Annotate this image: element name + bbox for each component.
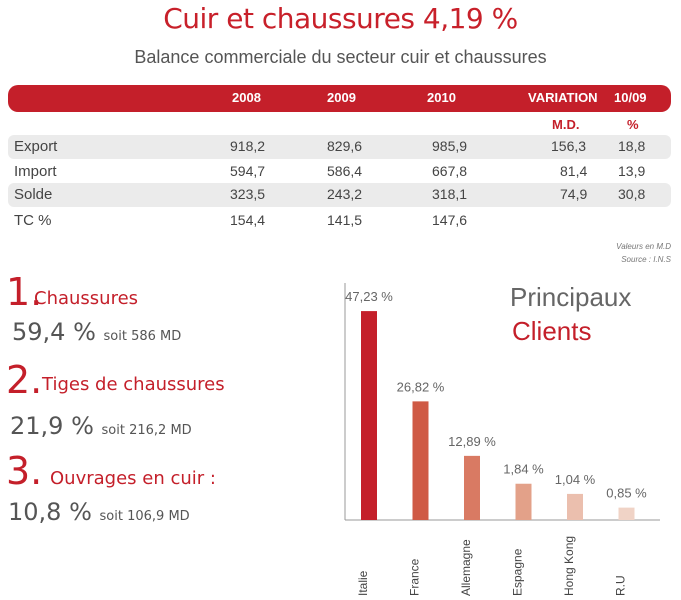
- table-row-solde: Solde 323,5 243,2 318,1 74,9 30,8: [8, 183, 671, 207]
- page-subtitle: Balance commerciale du secteur cuir et c…: [134, 47, 547, 67]
- table-row-import: Import 594,7 586,4 667,8 81,4 13,9: [8, 160, 671, 184]
- cell: 18,8: [618, 138, 646, 154]
- page-title: Cuir et chaussures 4,19 %: [163, 2, 518, 35]
- cell: 141,5: [327, 212, 363, 228]
- source-note: Source : I.N.S: [621, 255, 671, 264]
- cell: 829,6: [327, 138, 363, 154]
- bar-r-u: [618, 507, 635, 520]
- rank-1-label: Chaussures: [34, 288, 139, 309]
- category-label: Italie: [356, 570, 370, 596]
- units-note: Valeurs en M.D: [616, 242, 671, 251]
- row-label: Solde: [14, 186, 53, 203]
- rank-3-pct: 10,8 % soit 106,9 MD: [8, 498, 190, 526]
- rank-3-label: Ouvrages en cuir :: [50, 468, 216, 489]
- row-label: Export: [14, 138, 58, 155]
- category-label: Espagne: [511, 548, 525, 596]
- category-label: Allemagne: [459, 539, 473, 596]
- cell: 147,6: [432, 212, 468, 228]
- cell: 594,7: [230, 163, 266, 179]
- cell: 323,5: [230, 186, 266, 202]
- subheader-pct: %: [627, 117, 639, 132]
- table-row-tc: TC % 154,4 141,5 147,6: [8, 209, 671, 233]
- cell: 667,8: [432, 163, 468, 179]
- col-header-variation: VARIATION: [528, 90, 598, 105]
- cell: 154,4: [230, 212, 266, 228]
- row-label: TC %: [14, 212, 52, 229]
- rank-2-label: Tiges de chaussures: [42, 374, 225, 395]
- cell: 918,2: [230, 138, 266, 154]
- rank-2-pct: 21,9 % soit 216,2 MD: [10, 412, 192, 440]
- row-label: Import: [14, 163, 57, 180]
- category-label: France: [408, 558, 422, 596]
- bar-value-label: 1,04 %: [555, 472, 596, 487]
- bar-value-label: 26,82 %: [397, 379, 445, 394]
- rank-1-pct: 59,4 % soit 586 MD: [12, 318, 182, 346]
- bar-value-label: 1,84 %: [503, 462, 544, 477]
- category-label: Hong Kong: [562, 536, 576, 596]
- col-header-2008: 2008: [232, 90, 261, 105]
- chart-title-line2: Clients: [512, 316, 592, 346]
- category-label: R.U: [614, 575, 628, 596]
- cell: 81,4: [560, 163, 588, 179]
- col-header-2010: 2010: [427, 90, 456, 105]
- cell: 318,1: [432, 186, 468, 202]
- cell: 586,4: [327, 163, 363, 179]
- rank-3-number: 3.: [6, 449, 43, 493]
- table-row-export: Export 918,2 829,6 985,9 156,3 18,8: [8, 135, 671, 159]
- bar-value-label: 12,89 %: [448, 434, 496, 449]
- bar-allemagne: [464, 455, 480, 520]
- bar-value-label: 0,85 %: [606, 486, 647, 501]
- cell: 985,9: [432, 138, 468, 154]
- cell: 13,9: [618, 163, 646, 179]
- cell: 156,3: [551, 138, 587, 154]
- cell: 74,9: [560, 186, 588, 202]
- cell: 243,2: [327, 186, 363, 202]
- cell: 30,8: [618, 186, 646, 202]
- bar-value-label: 47,23 %: [345, 289, 393, 304]
- col-header-2009: 2009: [327, 90, 356, 105]
- bar-espagne: [515, 483, 532, 520]
- bar-france: [412, 401, 429, 520]
- chart-title-line1: Principaux: [510, 282, 632, 312]
- rank-1-number: 1.: [6, 270, 43, 314]
- rank-2-number: 2.: [6, 358, 43, 402]
- bar-italie: [361, 311, 377, 520]
- table-header-bar: [8, 85, 671, 112]
- subheader-md: M.D.: [552, 117, 580, 132]
- bar-hong-kong: [567, 493, 583, 520]
- col-header-10-09: 10/09: [614, 90, 647, 105]
